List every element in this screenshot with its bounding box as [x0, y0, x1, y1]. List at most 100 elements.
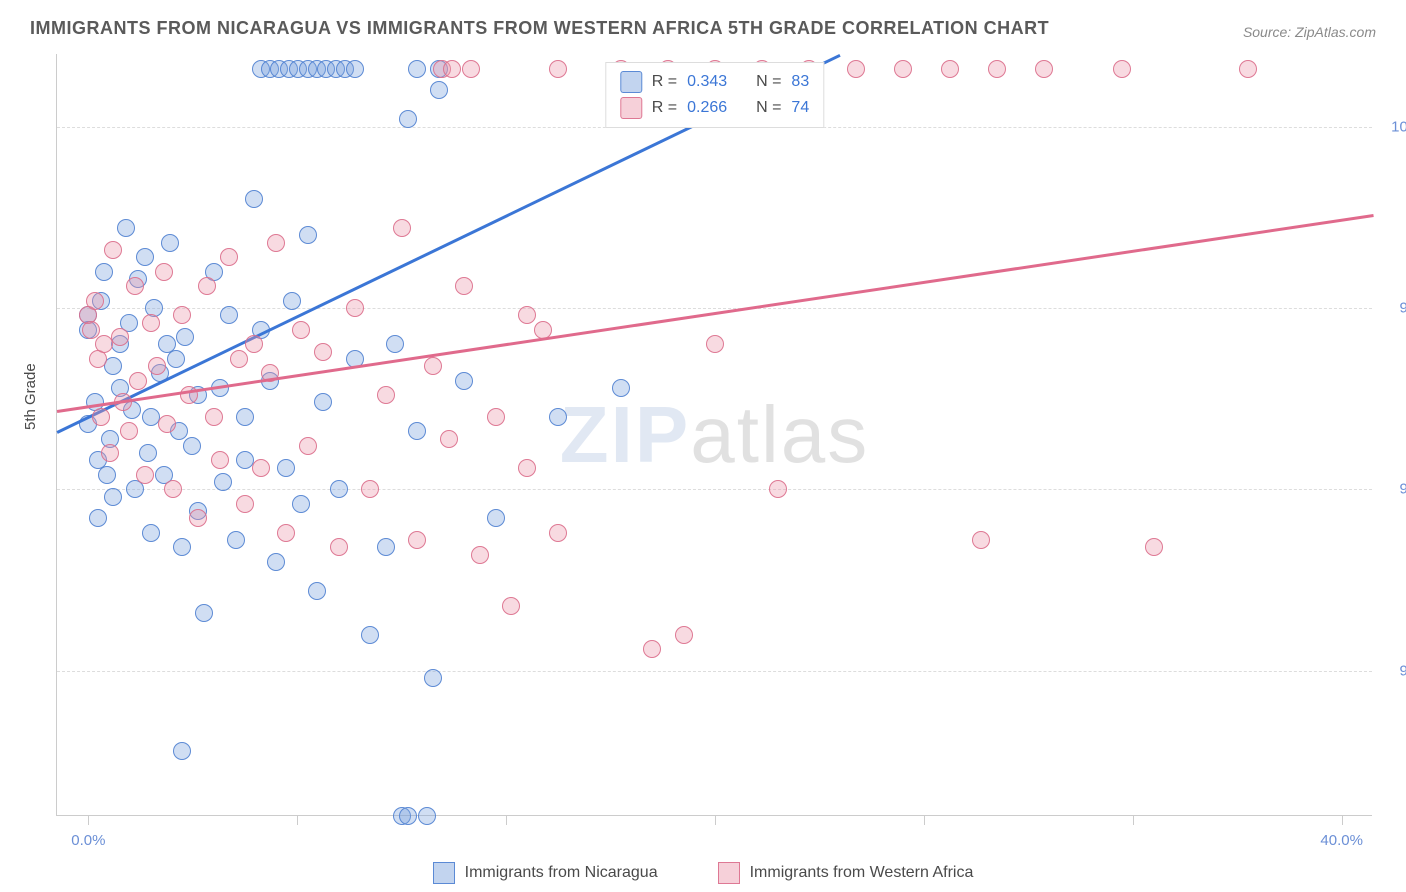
r-label: R =	[652, 73, 677, 91]
scatter-point	[549, 524, 567, 542]
y-tick-label: 92.5%	[1382, 662, 1406, 679]
gridline	[57, 489, 1372, 490]
x-tick-label: 0.0%	[71, 832, 105, 849]
scatter-point	[408, 422, 426, 440]
scatter-point	[972, 531, 990, 549]
r-label: R =	[652, 99, 677, 117]
scatter-point	[104, 488, 122, 506]
scatter-point	[361, 480, 379, 498]
scatter-point	[443, 60, 461, 78]
scatter-point	[471, 546, 489, 564]
scatter-point	[126, 277, 144, 295]
scatter-point	[440, 430, 458, 448]
scatter-plot: ZIPatlas R = 0.343 N = 83 R = 0.266 N = …	[56, 54, 1372, 816]
scatter-point	[408, 60, 426, 78]
scatter-point	[189, 509, 207, 527]
swatch-series-2	[620, 97, 642, 119]
scatter-point	[277, 459, 295, 477]
scatter-point	[117, 219, 135, 237]
scatter-point	[155, 263, 173, 281]
scatter-point	[941, 60, 959, 78]
n-value-1: 83	[791, 73, 809, 91]
x-tick	[297, 815, 298, 825]
scatter-point	[292, 321, 310, 339]
scatter-point	[120, 422, 138, 440]
legend-label-1: Immigrants from Nicaragua	[465, 864, 658, 882]
scatter-point	[136, 248, 154, 266]
x-tick-label: 40.0%	[1320, 832, 1363, 849]
scatter-point	[377, 386, 395, 404]
y-tick-label: 97.5%	[1382, 300, 1406, 317]
scatter-point	[361, 626, 379, 644]
scatter-point	[502, 597, 520, 615]
scatter-point	[386, 335, 404, 353]
scatter-point	[643, 640, 661, 658]
watermark-rest: atlas	[690, 390, 869, 479]
scatter-point	[104, 241, 122, 259]
y-tick-label: 95.0%	[1382, 481, 1406, 498]
scatter-point	[267, 234, 285, 252]
scatter-point	[86, 292, 104, 310]
scatter-point	[408, 531, 426, 549]
scatter-point	[330, 480, 348, 498]
scatter-point	[236, 408, 254, 426]
trend-line	[57, 214, 1373, 412]
scatter-point	[675, 626, 693, 644]
x-tick	[924, 815, 925, 825]
scatter-point	[95, 263, 113, 281]
n-value-2: 74	[791, 99, 809, 117]
scatter-point	[148, 357, 166, 375]
scatter-point	[424, 357, 442, 375]
x-tick	[88, 815, 89, 825]
scatter-point	[393, 219, 411, 237]
scatter-point	[418, 807, 436, 825]
scatter-point	[227, 531, 245, 549]
scatter-point	[173, 742, 191, 760]
scatter-point	[314, 343, 332, 361]
scatter-point	[769, 480, 787, 498]
legend-swatch-1	[433, 862, 455, 884]
scatter-point	[424, 669, 442, 687]
scatter-point	[139, 444, 157, 462]
scatter-point	[214, 473, 232, 491]
scatter-point	[399, 110, 417, 128]
scatter-point	[142, 524, 160, 542]
n-label: N =	[756, 99, 781, 117]
scatter-point	[894, 60, 912, 78]
scatter-point	[205, 408, 223, 426]
scatter-point	[377, 538, 395, 556]
x-tick	[1133, 815, 1134, 825]
scatter-point	[142, 314, 160, 332]
x-tick	[715, 815, 716, 825]
scatter-point	[89, 509, 107, 527]
source-label: Source: ZipAtlas.com	[1243, 24, 1376, 40]
scatter-point	[195, 604, 213, 622]
watermark: ZIPatlas	[560, 389, 869, 481]
stats-legend: R = 0.343 N = 83 R = 0.266 N = 74	[605, 62, 824, 128]
y-axis-label: 5th Grade	[22, 363, 39, 430]
scatter-point	[183, 437, 201, 455]
scatter-point	[292, 495, 310, 513]
scatter-point	[283, 292, 301, 310]
r-value-2: 0.266	[687, 99, 727, 117]
scatter-point	[399, 807, 417, 825]
scatter-point	[220, 306, 238, 324]
scatter-point	[299, 226, 317, 244]
scatter-point	[230, 350, 248, 368]
scatter-point	[173, 306, 191, 324]
scatter-point	[211, 451, 229, 469]
scatter-point	[129, 372, 147, 390]
scatter-point	[346, 60, 364, 78]
scatter-point	[430, 81, 448, 99]
scatter-point	[198, 277, 216, 295]
scatter-point	[111, 328, 129, 346]
scatter-point	[346, 299, 364, 317]
scatter-point	[236, 495, 254, 513]
scatter-point	[173, 538, 191, 556]
stats-row-2: R = 0.266 N = 74	[620, 95, 809, 121]
scatter-point	[1113, 60, 1131, 78]
scatter-point	[245, 335, 263, 353]
scatter-point	[98, 466, 116, 484]
scatter-point	[252, 459, 270, 477]
r-value-1: 0.343	[687, 73, 727, 91]
